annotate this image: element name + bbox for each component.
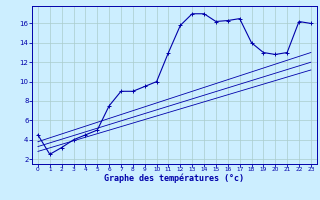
X-axis label: Graphe des températures (°c): Graphe des températures (°c) [104, 174, 244, 183]
